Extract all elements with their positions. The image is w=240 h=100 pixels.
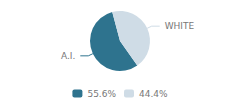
svg-text:A.I.: A.I. (61, 51, 75, 61)
svg-text:55.6%: 55.6% (87, 89, 116, 99)
svg-text:WHITE: WHITE (165, 21, 195, 31)
svg-text:44.4%: 44.4% (139, 89, 168, 99)
